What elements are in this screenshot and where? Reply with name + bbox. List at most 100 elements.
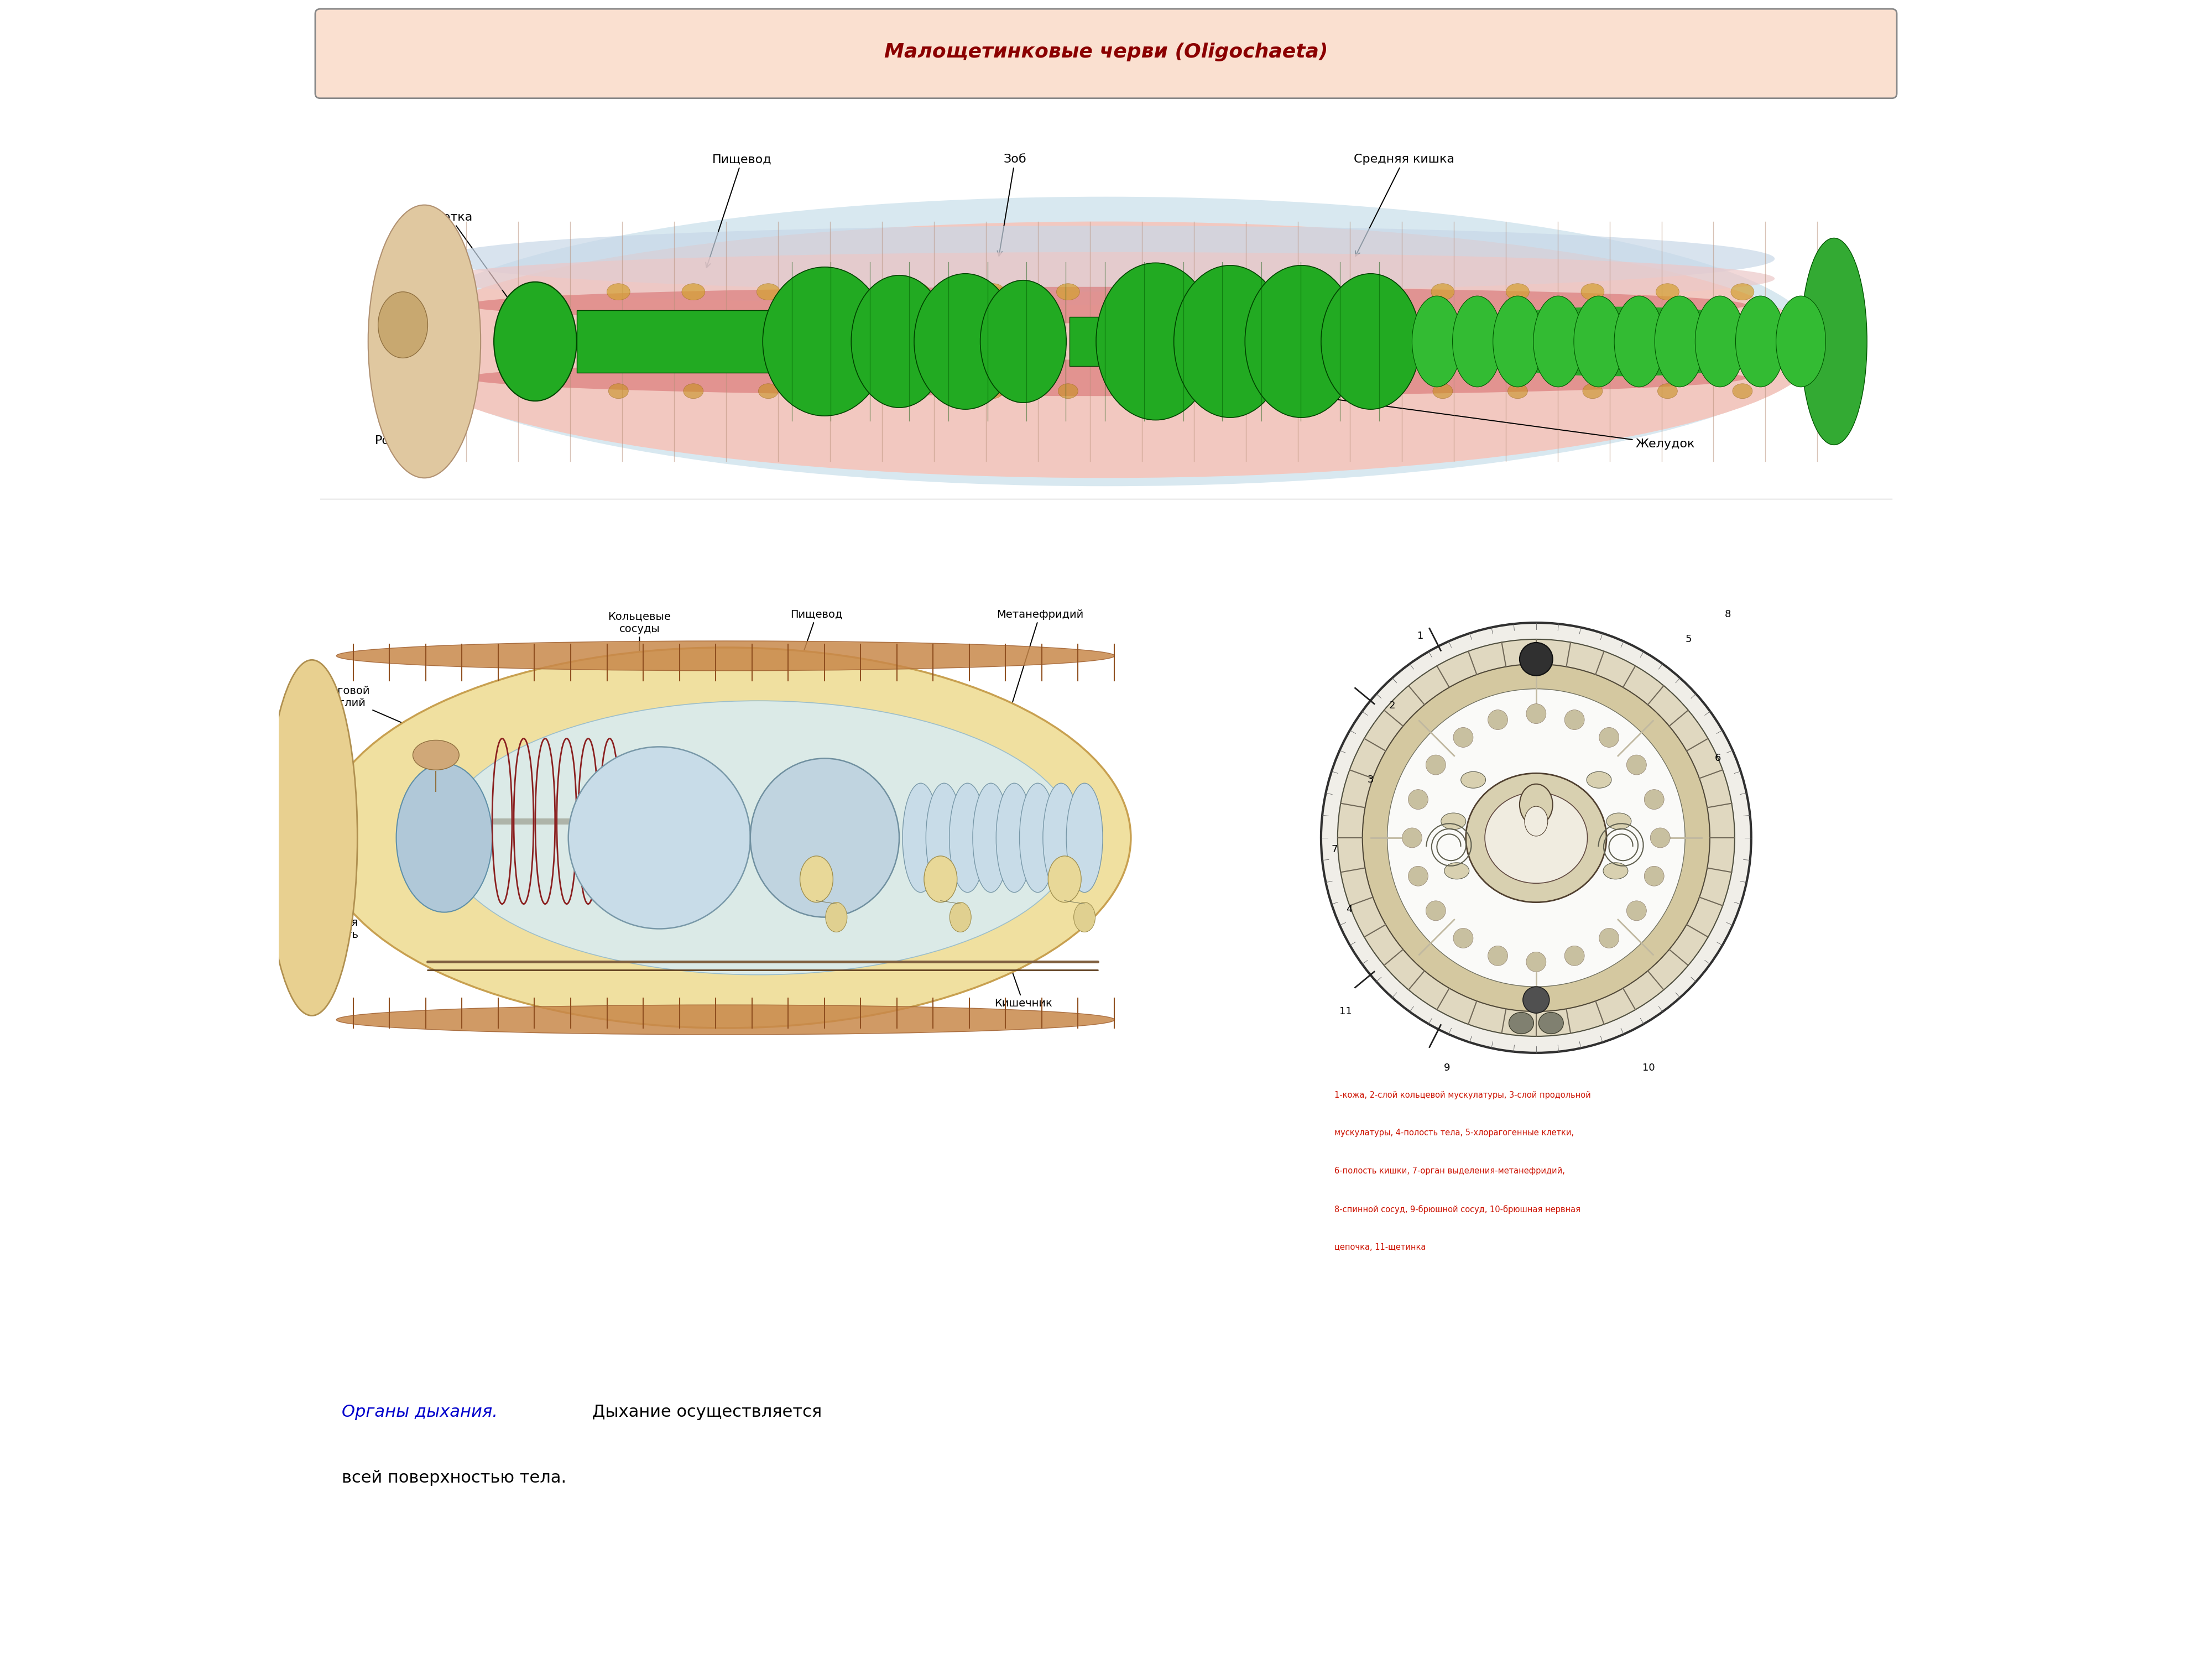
Circle shape: [1387, 688, 1686, 987]
Text: 11: 11: [1340, 1007, 1352, 1017]
Ellipse shape: [1427, 901, 1447, 921]
Ellipse shape: [1245, 265, 1358, 418]
Ellipse shape: [1460, 771, 1486, 788]
Ellipse shape: [1615, 295, 1663, 387]
Text: Средняя кишка: Средняя кишка: [1354, 154, 1453, 255]
FancyBboxPatch shape: [314, 8, 1898, 98]
Ellipse shape: [1657, 284, 1679, 300]
Text: Рот: Рот: [338, 775, 400, 803]
Ellipse shape: [1066, 783, 1104, 893]
Ellipse shape: [1409, 790, 1429, 810]
Ellipse shape: [336, 640, 1115, 670]
Ellipse shape: [1730, 284, 1754, 300]
Ellipse shape: [367, 206, 480, 478]
Ellipse shape: [1444, 863, 1469, 879]
Ellipse shape: [1440, 813, 1467, 830]
Circle shape: [1321, 622, 1752, 1053]
Text: Пищевод: Пищевод: [706, 154, 772, 267]
Circle shape: [1522, 987, 1548, 1014]
Ellipse shape: [757, 284, 781, 300]
Ellipse shape: [1281, 284, 1305, 300]
Ellipse shape: [1644, 790, 1663, 810]
Text: Зоб: Зоб: [781, 820, 801, 830]
Ellipse shape: [834, 383, 854, 398]
Ellipse shape: [852, 275, 947, 408]
Ellipse shape: [414, 740, 460, 770]
Ellipse shape: [1599, 929, 1619, 947]
Ellipse shape: [1409, 866, 1429, 886]
Ellipse shape: [914, 274, 1018, 410]
Ellipse shape: [825, 902, 847, 932]
Ellipse shape: [1606, 813, 1630, 830]
Ellipse shape: [1283, 383, 1303, 398]
Text: Глотка: Глотка: [427, 212, 522, 319]
Ellipse shape: [336, 1005, 1115, 1035]
Ellipse shape: [832, 284, 854, 300]
Circle shape: [1520, 642, 1553, 675]
Ellipse shape: [1805, 284, 1829, 300]
Text: Метанефридий: Метанефридий: [993, 609, 1084, 761]
Ellipse shape: [1208, 383, 1228, 398]
Ellipse shape: [265, 660, 358, 1015]
Ellipse shape: [493, 282, 577, 401]
Text: цепочка, 11-щетинка: цепочка, 11-щетинка: [1334, 1243, 1427, 1251]
Ellipse shape: [927, 783, 962, 893]
Ellipse shape: [1694, 295, 1745, 387]
Ellipse shape: [1321, 274, 1420, 410]
Ellipse shape: [1604, 863, 1628, 879]
Ellipse shape: [1057, 383, 1077, 398]
Ellipse shape: [442, 700, 1075, 975]
Ellipse shape: [1130, 284, 1155, 300]
Ellipse shape: [1097, 262, 1214, 420]
Text: Ротовая
полость: Ротовая полость: [312, 896, 425, 941]
Ellipse shape: [1626, 755, 1646, 775]
Ellipse shape: [684, 383, 703, 398]
Ellipse shape: [1626, 901, 1646, 921]
Ellipse shape: [467, 287, 1745, 324]
Text: 6: 6: [1714, 753, 1721, 763]
Ellipse shape: [1431, 284, 1453, 300]
Polygon shape: [1071, 317, 1121, 367]
Ellipse shape: [902, 783, 938, 893]
Ellipse shape: [1175, 265, 1287, 418]
Ellipse shape: [750, 758, 900, 917]
Text: Мозговой
ганглий: Мозговой ганглий: [316, 685, 456, 747]
Ellipse shape: [1073, 902, 1095, 932]
Ellipse shape: [1644, 866, 1663, 886]
Ellipse shape: [568, 747, 750, 929]
Ellipse shape: [606, 284, 630, 300]
Ellipse shape: [1048, 856, 1082, 902]
Ellipse shape: [396, 763, 493, 912]
Circle shape: [1363, 664, 1710, 1012]
Ellipse shape: [533, 383, 553, 398]
Ellipse shape: [438, 226, 1774, 292]
Ellipse shape: [608, 383, 628, 398]
Text: 6-полость кишки, 7-орган выделения-метанефридий,: 6-полость кишки, 7-орган выделения-метан…: [1334, 1166, 1564, 1175]
Text: Органы дыхания.: Органы дыхания.: [341, 1404, 498, 1420]
Ellipse shape: [467, 360, 1745, 397]
Ellipse shape: [1493, 295, 1542, 387]
Text: Кольцевые
сосуды: Кольцевые сосуды: [608, 612, 670, 728]
Ellipse shape: [909, 383, 929, 398]
Ellipse shape: [1520, 785, 1553, 826]
Text: 8: 8: [1725, 609, 1732, 619]
Ellipse shape: [1526, 952, 1546, 972]
Ellipse shape: [531, 284, 555, 300]
Text: 8-спинной сосуд, 9-брюшной сосуд, 10-брюшная нервная: 8-спинной сосуд, 9-брюшной сосуд, 10-брю…: [1334, 1204, 1579, 1214]
Text: Дыхание осуществляется: Дыхание осуществляется: [586, 1404, 821, 1420]
Ellipse shape: [1489, 710, 1509, 730]
Polygon shape: [577, 310, 774, 373]
Ellipse shape: [681, 284, 706, 300]
Ellipse shape: [1564, 710, 1584, 730]
Ellipse shape: [925, 856, 958, 902]
Ellipse shape: [1057, 284, 1079, 300]
Text: 9: 9: [1444, 1063, 1451, 1073]
Ellipse shape: [982, 383, 1002, 398]
Text: Зоб: Зоб: [648, 833, 670, 843]
Ellipse shape: [1533, 295, 1584, 387]
Ellipse shape: [1526, 703, 1546, 723]
Text: мускулатуры, 4-полость тела, 5-хлорагогенные клетки,: мускулатуры, 4-полость тела, 5-хлорагоге…: [1334, 1128, 1573, 1136]
Ellipse shape: [1540, 1012, 1564, 1034]
Ellipse shape: [1484, 793, 1588, 883]
Ellipse shape: [1599, 727, 1619, 747]
